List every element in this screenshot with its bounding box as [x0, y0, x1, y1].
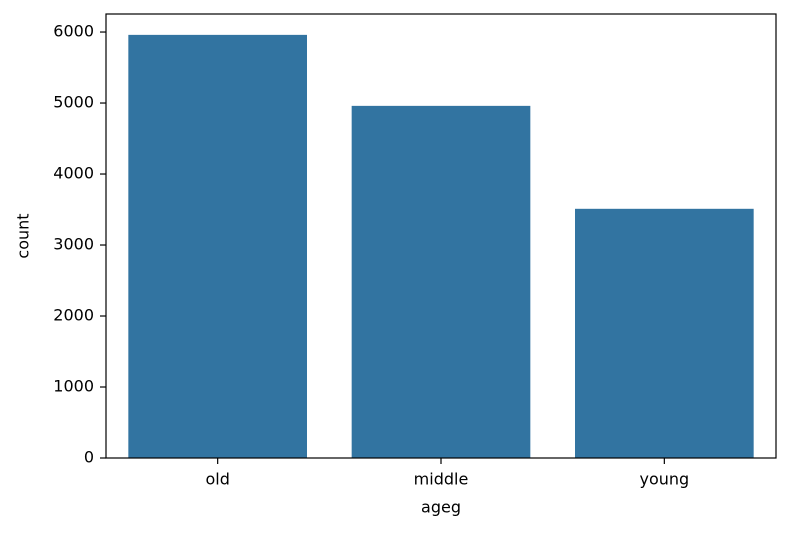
y-tick-label: 1000 — [53, 377, 94, 396]
bar — [128, 34, 307, 458]
bar — [575, 208, 754, 458]
x-tick-label: old — [205, 470, 229, 489]
y-axis-label: count — [14, 213, 33, 258]
y-tick-label: 0 — [84, 448, 94, 467]
bar — [351, 105, 531, 458]
y-tick-label: 4000 — [53, 164, 94, 183]
y-tick-label: 3000 — [53, 235, 94, 254]
x-axis-label: ageg — [421, 498, 461, 517]
y-tick-label: 5000 — [53, 93, 94, 112]
y-tick-label: 6000 — [53, 22, 94, 41]
x-tick-label: young — [639, 470, 689, 489]
x-tick-label: middle — [414, 470, 469, 489]
y-tick-label: 2000 — [53, 306, 94, 325]
plot-frame — [105, 13, 777, 459]
